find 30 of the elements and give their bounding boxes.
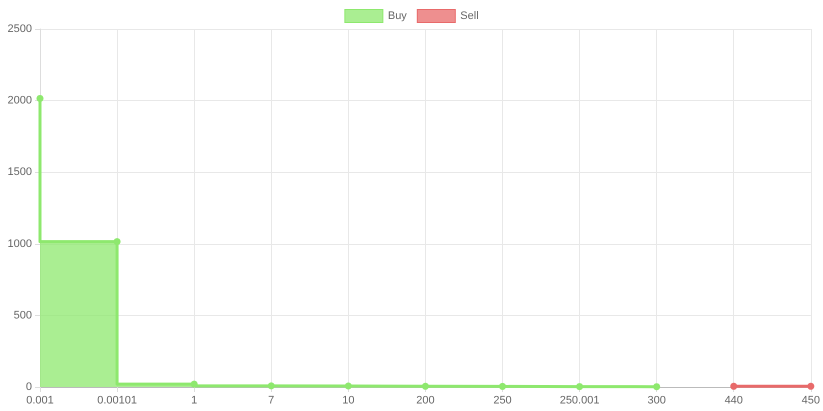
point (422, 382, 429, 390)
x-tick-label: 0.00101 (97, 394, 137, 406)
y-tick-label: 2500 (8, 23, 32, 35)
x-tick-label: 1 (191, 394, 198, 406)
x-tick-label: 300 (647, 394, 666, 406)
x-tick-label: 250 (493, 394, 512, 406)
point (653, 383, 660, 390)
y-tick-label: 1500 (8, 166, 32, 178)
x-tick-label: 250.001 (560, 394, 600, 406)
point (807, 382, 814, 390)
legend-label: Buy (388, 10, 408, 22)
y-tick-label: 500 (14, 309, 32, 322)
y-tick-label: 0 (26, 381, 32, 393)
x-tick-label: 10 (342, 394, 354, 406)
point (499, 382, 506, 390)
legend-label: Sell (460, 10, 479, 22)
point (344, 382, 352, 390)
point (114, 238, 121, 246)
x-tick-label: 440 (724, 394, 743, 406)
point (730, 382, 738, 390)
x-tick-label: 7 (268, 394, 274, 406)
point (190, 380, 198, 388)
point (36, 94, 44, 102)
point (576, 383, 584, 390)
x-tick-label: 200 (416, 394, 435, 406)
y-tick-label: 2000 (8, 94, 32, 107)
x-tick-label: 0.001 (26, 394, 54, 406)
x-tick-label: 450 (802, 394, 820, 406)
point (268, 382, 275, 390)
y-tick-label: 1000 (8, 238, 32, 250)
